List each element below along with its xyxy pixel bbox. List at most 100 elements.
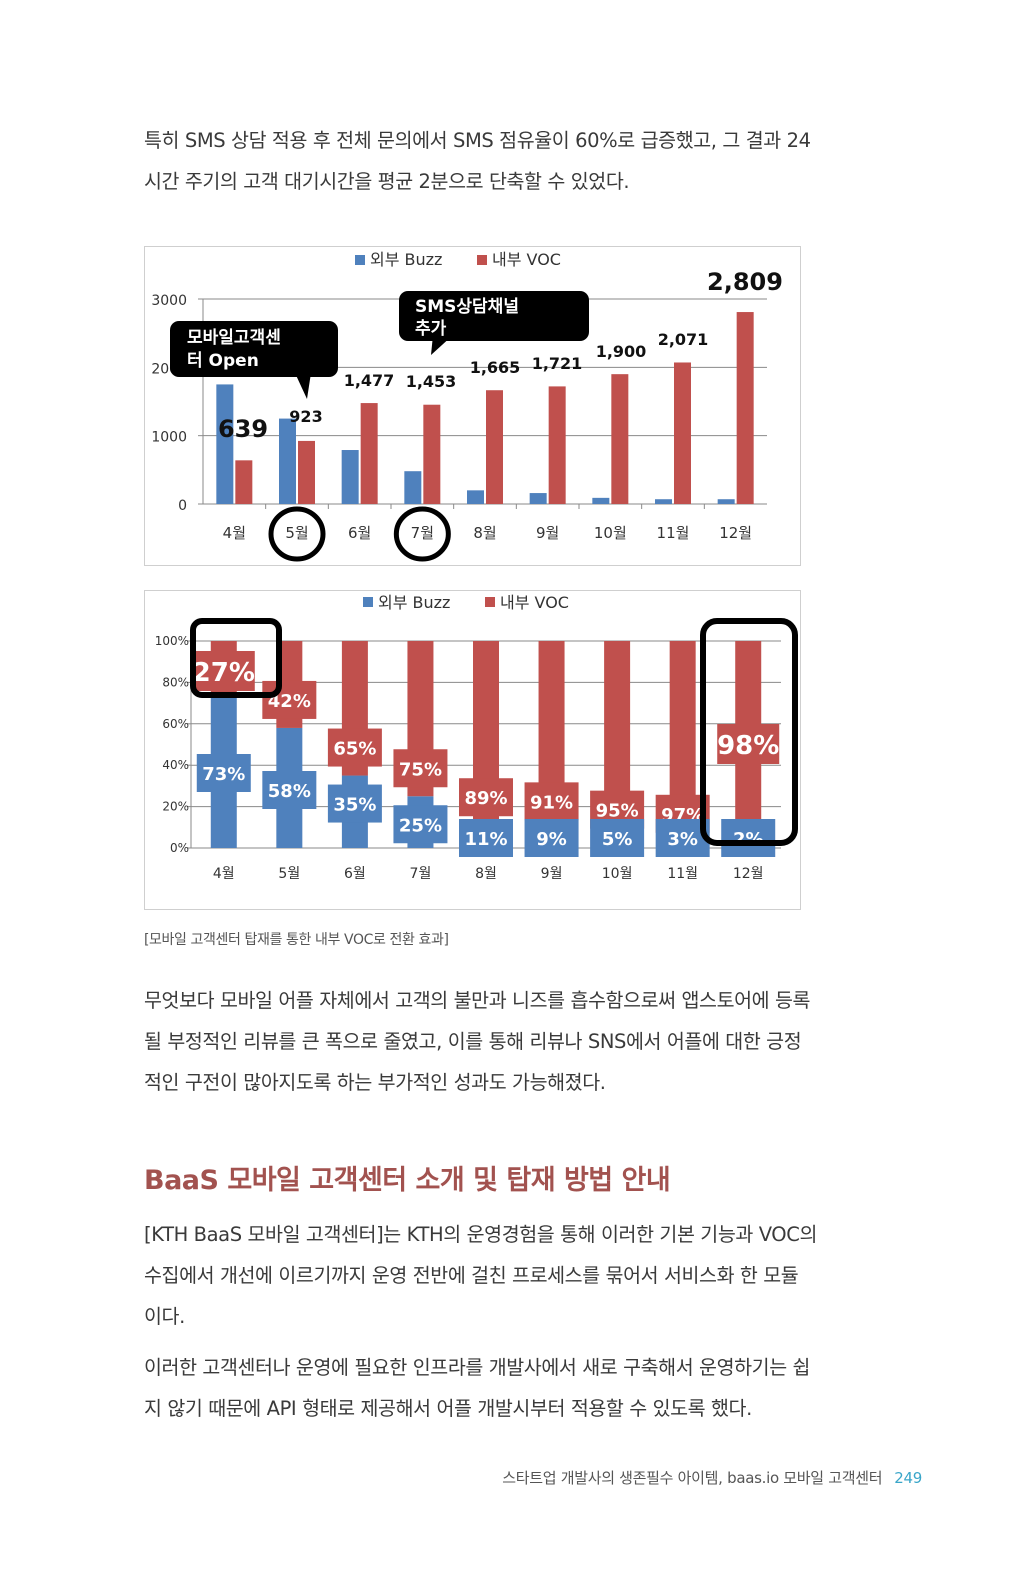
label-box-voc: [262, 680, 317, 719]
legend-label: 내부 VOC: [500, 593, 569, 612]
bar-buzz: [341, 450, 359, 504]
legend-label: 외부 Buzz: [370, 250, 442, 269]
book-title: 스타트업 개발사의 생존필수 아이템, baas.io 모바일 고객센터: [502, 1469, 883, 1487]
value-label: 2,809: [707, 268, 783, 296]
section-line: 이러한 고객센터나 운영에 필요한 인프라를 개발사에서 새로 구축해서 운영하…: [144, 1356, 811, 1379]
y-tick-label: 20%: [162, 800, 189, 814]
label-box-voc: [459, 778, 513, 817]
label-box-voc: [192, 651, 255, 691]
legend-label: 외부 Buzz: [378, 593, 450, 612]
callout-box: [170, 321, 338, 377]
x-tick-label: 5월: [278, 866, 300, 882]
y-tick-label: 0: [178, 498, 187, 514]
section-line: 지 않기 때문에 API 형태로 제공해서 어플 개발시부터 적용할 수 있도록…: [144, 1397, 752, 1420]
y-tick-label: 100%: [155, 634, 189, 648]
bar-buzz: [404, 471, 422, 504]
body-line: 적인 구전이 많아지도록 하는 부가적인 성과도 가능해졌다.: [144, 1071, 606, 1094]
voc-count-chart: 외부 Buzz 내부 VOC 0 1000 2000 3000 4월 5월 6월 7월 8월 9월 10…: [144, 246, 801, 566]
bar-buzz: [717, 499, 735, 504]
label-box-voc: [524, 782, 579, 821]
bar-voc: [235, 460, 253, 504]
voc-ratio-chart-svg: 외부 Buzz 내부 VOC 0% 20% 40% 60% 80% 100% 4월 27% 73% 5…: [155, 593, 798, 882]
value-label: 1,721: [532, 354, 583, 373]
bar-voc: [674, 362, 691, 504]
x-tick-label: 8월: [473, 524, 496, 542]
x-tick-label: 4월: [223, 524, 246, 542]
section-line: 수집에서 개선에 이르기까지 운영 전반에 걸친 프로세스를 묶어서 서비스화 …: [144, 1264, 799, 1287]
page-footer: 스타트업 개발사의 생존필수 아이템, baas.io 모바일 고객센터 249: [502, 1467, 922, 1488]
section-paragraph-2: 이러한 고객센터나 운영에 필요한 인프라를 개발사에서 새로 구축해서 운영하…: [144, 1347, 889, 1429]
callout-text: 추가: [415, 319, 447, 339]
x-tick-label: 8월: [475, 866, 497, 882]
data-label-buzz: 9%: [536, 829, 567, 850]
y-tick-label: 1000: [151, 430, 187, 446]
x-tick-label: 12월: [733, 866, 764, 882]
callout-text: 모바일고객센: [187, 328, 281, 348]
value-label: 2,071: [658, 330, 709, 349]
callout-text: 터 Open: [187, 351, 259, 371]
legend-swatch: [477, 255, 487, 265]
label-box-buzz: [196, 754, 251, 792]
data-label-voc: 91%: [530, 792, 573, 813]
label-box-voc: [393, 749, 448, 788]
intro-paragraph: 특히 SMS 상담 적용 후 전체 문의에서 SMS 점유율이 60%로 급증했…: [144, 120, 889, 202]
x-tick-label: 9월: [536, 524, 559, 542]
circle-marker: [393, 506, 451, 562]
highlight-frame: [700, 618, 798, 846]
section-line: [KTH BaaS 모바일 고객센터]는 KTH의 운영경험을 통해 이러한 기…: [144, 1223, 818, 1246]
value-label: 1,900: [596, 342, 647, 361]
label-box-buzz: [327, 784, 382, 823]
legend-label: 내부 VOC: [492, 250, 561, 269]
x-tick-label: 6월: [348, 524, 371, 542]
voc-ratio-chart: 외부 Buzz 내부 VOC 0% 20% 40% 60% 80% 100% 4월 27% 73% 5…: [144, 590, 801, 910]
data-label-voc: 42%: [268, 691, 311, 712]
data-label-voc: 98%: [717, 731, 779, 761]
label-box-buzz: [262, 771, 317, 809]
x-tick-label: 9월: [541, 866, 563, 882]
callout-box: [399, 291, 589, 341]
circle-marker: [268, 506, 326, 562]
bar-buzz: [216, 384, 234, 504]
data-label-buzz: 5%: [602, 829, 633, 850]
data-label-buzz: 25%: [399, 815, 442, 836]
x-tick-label: 6월: [344, 866, 366, 882]
value-label: 1,665: [470, 358, 521, 377]
bar-voc: [486, 390, 503, 504]
intro-line: 시간 주기의 고객 대기시간을 평균 2분으로 단축할 수 있었다.: [144, 170, 630, 193]
section-paragraph: [KTH BaaS 모바일 고객센터]는 KTH의 운영경험을 통해 이러한 기…: [144, 1214, 889, 1337]
x-tick-label: 10월: [602, 866, 633, 882]
bar-voc: [548, 386, 566, 504]
data-label-voc: 27%: [193, 658, 255, 688]
y-tick-label: 3000: [151, 293, 187, 309]
label-box-buzz: [590, 819, 645, 857]
page-number: 249: [894, 1469, 922, 1487]
y-tick-label: 0%: [170, 841, 189, 855]
y-tick-label: 60%: [162, 717, 189, 731]
bar-voc: [360, 403, 378, 504]
data-label-buzz: 58%: [268, 781, 311, 802]
bar-voc: [298, 440, 315, 504]
data-label-voc: 95%: [596, 801, 639, 822]
data-label-buzz: 2%: [733, 829, 764, 850]
callout-text: SMS상담채널: [415, 297, 519, 317]
highlight-frame: [190, 618, 282, 698]
data-label-buzz: 35%: [333, 795, 376, 816]
x-tick-label: 11월: [667, 866, 698, 882]
y-tick-label: 80%: [162, 675, 189, 689]
legend-swatch: [355, 255, 365, 265]
callout-pointer: [295, 373, 311, 399]
value-label: 923: [289, 407, 322, 426]
x-tick-label: 11월: [657, 524, 690, 542]
data-label-buzz: 3%: [667, 829, 698, 850]
label-box-buzz: [393, 805, 448, 844]
body-line: 될 부정적인 리뷰를 큰 폭으로 줄였고, 이를 통해 리뷰나 SNS에서 어플…: [144, 1030, 802, 1053]
legend-swatch: [363, 597, 373, 607]
bar-buzz: [467, 490, 484, 504]
value-label: 1,477: [344, 371, 395, 390]
bar-voc: [611, 374, 629, 504]
data-label-buzz: 73%: [202, 764, 245, 785]
section-title: BaaS 모바일 고객센터 소개 및 탑재 방법 안내: [144, 1165, 671, 1196]
bar-buzz: [529, 493, 547, 504]
body-paragraph: 무엇보다 모바일 어플 자체에서 고객의 불만과 니즈를 흡수함으로써 앱스토어…: [144, 980, 889, 1103]
value-label: 1,453: [406, 372, 457, 391]
